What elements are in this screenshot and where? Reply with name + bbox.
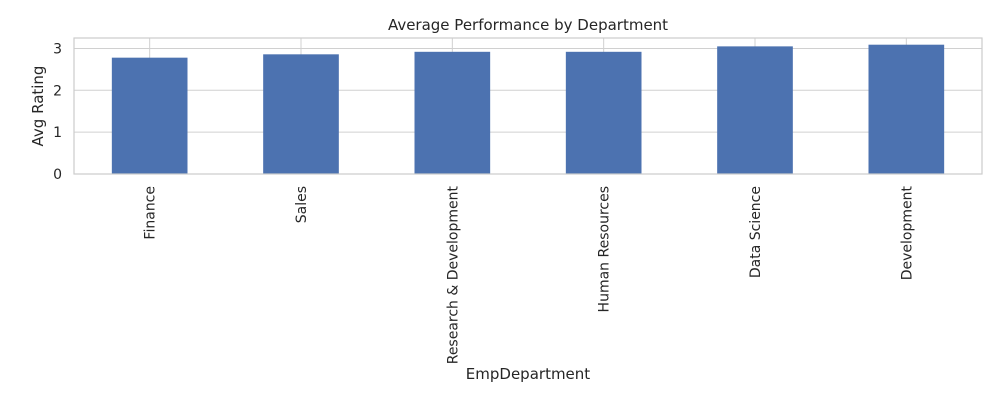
x-tick-label: Finance (143, 186, 159, 240)
bar (717, 46, 793, 174)
y-tick-labels: 0 1 2 3 (53, 41, 62, 183)
y-tick-label: 1 (53, 125, 62, 141)
bar (111, 57, 188, 174)
x-tick-label: Development (899, 185, 915, 280)
bars (111, 44, 945, 174)
chart-title: Average Performance by Department (388, 16, 668, 34)
y-tick-label: 2 (53, 83, 62, 99)
y-tick-label: 0 (53, 167, 62, 183)
x-tick-labels: Finance Sales Research & Development Human … (143, 185, 916, 364)
bar (868, 44, 945, 174)
bar (414, 51, 491, 174)
axes-frame (73, 37, 983, 175)
x-tick-label: Sales (294, 186, 310, 223)
x-axis-label: EmpDepartment (466, 365, 590, 383)
y-axis-label: Avg Rating (29, 66, 47, 147)
x-tick-label: Data Science (748, 186, 764, 278)
x-tick-label: Research & Development (445, 185, 461, 364)
x-tick-label: Human Resources (597, 186, 613, 312)
bar (565, 51, 642, 174)
bar (263, 54, 339, 174)
y-tick-label: 3 (53, 41, 62, 57)
